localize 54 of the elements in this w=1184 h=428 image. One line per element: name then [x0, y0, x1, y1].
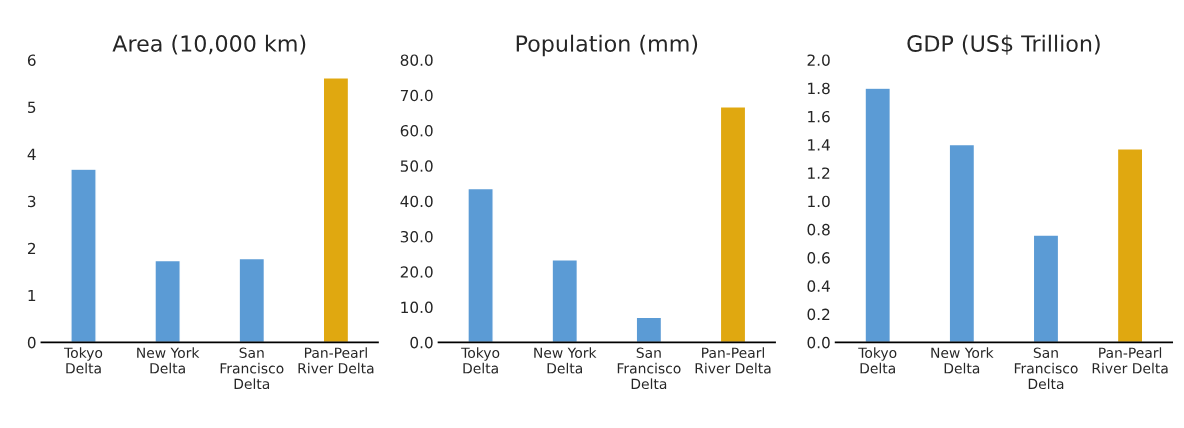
x-tick-label: Tokyo Delta: [64, 347, 103, 374]
y-tick-label: 5: [28, 101, 36, 114]
bar: [864, 87, 892, 343]
bar: [467, 187, 494, 343]
y-tick-label: 3: [28, 195, 36, 208]
x-tick-label: Pan-Pearl River Delta: [695, 347, 771, 374]
x-tick-label: Pan-Pearl River Delta: [1092, 347, 1168, 374]
x-tick-label: New York Delta: [534, 347, 597, 374]
x-tick-label: San Francisco Delta: [617, 347, 681, 390]
y-tick-label: 30.0: [400, 230, 433, 243]
chart-title: Area (10,000 km): [112, 34, 306, 55]
x-tick-label: Tokyo Delta: [858, 347, 897, 374]
x-tick-label: San Francisco Delta: [1014, 347, 1078, 390]
bar: [70, 168, 97, 343]
chart-title: GDP (US$ Trillion): [907, 34, 1100, 55]
x-tick-label: San Francisco Delta: [220, 347, 284, 390]
chart-title: Population (mm): [516, 34, 698, 57]
y-tick-label: 50.0: [400, 160, 433, 172]
y-tick-label: 80.0: [400, 54, 433, 66]
y-tick-label: 10.0: [401, 301, 433, 314]
y-tick-label: 2.0: [807, 54, 830, 66]
y-tick-label: 0.2: [807, 308, 830, 321]
y-tick-label: 1.0: [808, 195, 830, 208]
y-tick-label: 0: [27, 336, 36, 349]
bar: [154, 259, 181, 343]
bar: [719, 106, 747, 343]
y-tick-label: 0.0: [807, 336, 830, 349]
x-tick-label: New York Delta: [137, 347, 200, 374]
y-tick-label: 40.0: [400, 195, 433, 208]
y-tick-label: 20.0: [400, 266, 433, 278]
y-tick-label: 0.4: [807, 280, 830, 292]
y-tick-label: 1.2: [808, 167, 830, 179]
y-tick-label: 2: [27, 242, 36, 255]
bar: [948, 143, 976, 343]
x-tick-label: Pan-Pearl River Delta: [298, 347, 374, 374]
y-tick-label: 4: [27, 148, 36, 160]
x-tick-label: Tokyo Delta: [461, 347, 500, 374]
bar: [635, 316, 663, 343]
y-tick-label: 1.8: [808, 82, 830, 95]
bar: [238, 257, 266, 343]
bar: [1032, 234, 1060, 343]
y-tick-label: 1.4: [808, 139, 830, 151]
y-tick-label: 0.6: [807, 252, 830, 264]
y-tick-label: 1.6: [808, 110, 830, 123]
x-tick-label: New York Delta: [931, 347, 994, 374]
bar: [551, 259, 579, 343]
y-tick-label: 60.0: [400, 125, 433, 137]
y-tick-label: 70.0: [400, 89, 433, 102]
y-tick-label: 6: [27, 54, 36, 66]
bar: [1116, 148, 1144, 343]
y-tick-label: 0.0: [410, 336, 433, 349]
y-tick-label: 1: [28, 289, 36, 302]
y-tick-label: 0.8: [807, 223, 830, 236]
bar: [322, 77, 350, 343]
